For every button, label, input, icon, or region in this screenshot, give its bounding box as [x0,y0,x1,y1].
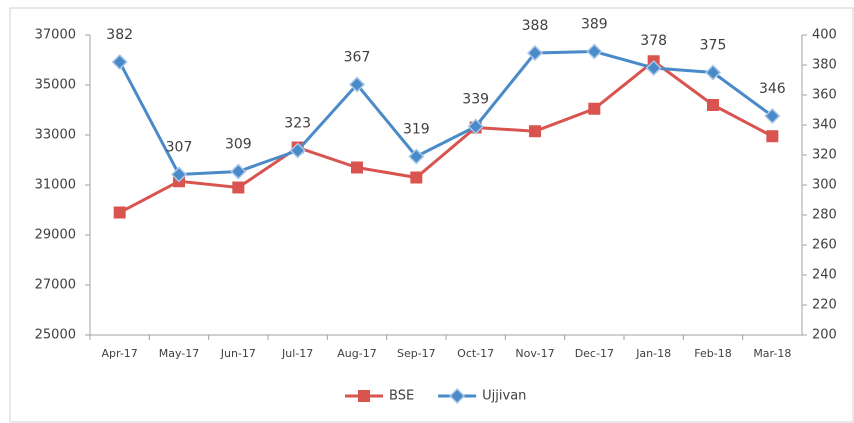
x-tick-label: Jun-17 [220,347,256,360]
point [408,148,425,165]
data-label: 339 [462,92,489,108]
point [111,53,128,71]
point [645,59,662,77]
x-tick-label: Dec-17 [575,347,614,360]
data-label: 307 [166,140,193,156]
data-label: 323 [284,116,311,132]
data-label: 309 [225,137,252,153]
point [526,44,544,62]
point [230,163,247,180]
x-tick-label: Nov-17 [515,347,554,360]
y-tick-label: 31000 [35,178,76,193]
x-tick-label: Feb-18 [694,347,731,360]
x-tick-label: Oct-17 [457,347,494,360]
x-tick-label: Jul-17 [281,347,313,360]
y2-tick-label: 300 [812,178,837,193]
y-tick-label: 33000 [35,128,76,143]
data-label: 388 [522,18,549,34]
series-line [118,59,774,214]
y2-tick-label: 240 [812,268,837,283]
data-label: 319 [403,122,430,138]
y2-tick-label: 260 [812,238,837,253]
y2-tick-label: 360 [812,88,837,103]
point [289,142,306,159]
y2-tick-label: 200 [812,328,837,343]
point [586,43,603,60]
x-tick-label: Aug-17 [337,347,376,360]
point [529,125,541,138]
point [170,166,188,183]
point [707,99,719,111]
point [588,102,601,115]
data-label: 375 [700,38,727,54]
legend-marker [358,390,370,402]
data-label: 367 [344,50,371,66]
point [704,64,722,81]
legend-marker [449,387,466,405]
y2-tick-label: 320 [812,148,837,163]
point [351,161,363,174]
x-tick-label: Jan-18 [635,347,671,360]
y2-tick-label: 380 [812,58,837,73]
chart-frame [9,7,854,423]
y-tick-label: 27000 [35,278,76,293]
data-label: 378 [640,33,667,49]
legend-label: BSE [389,389,414,404]
y2-tick-label: 400 [812,28,837,43]
point [410,171,423,184]
point [764,107,781,125]
y-tick-label: 35000 [35,78,76,93]
x-tick-label: May-17 [159,347,200,360]
x-tick-label: Apr-17 [102,347,138,360]
y-tick-label: 37000 [35,28,76,43]
legend-label: Ujjivan [482,389,526,404]
point [232,181,245,194]
y2-tick-label: 280 [812,208,837,223]
x-tick-label: Sep-17 [397,347,436,360]
y2-tick-label: 340 [812,118,837,133]
point [766,130,779,143]
y-tick-label: 29000 [35,228,76,243]
data-label: 346 [759,81,786,97]
y2-tick-label: 220 [812,298,837,313]
point [467,118,484,135]
x-tick-label: Mar-18 [753,347,791,360]
data-label: 389 [581,17,608,33]
series-line [118,49,774,177]
y-tick-label: 25000 [35,328,76,343]
point [348,76,366,93]
data-label: 382 [106,27,133,43]
point [113,206,126,219]
